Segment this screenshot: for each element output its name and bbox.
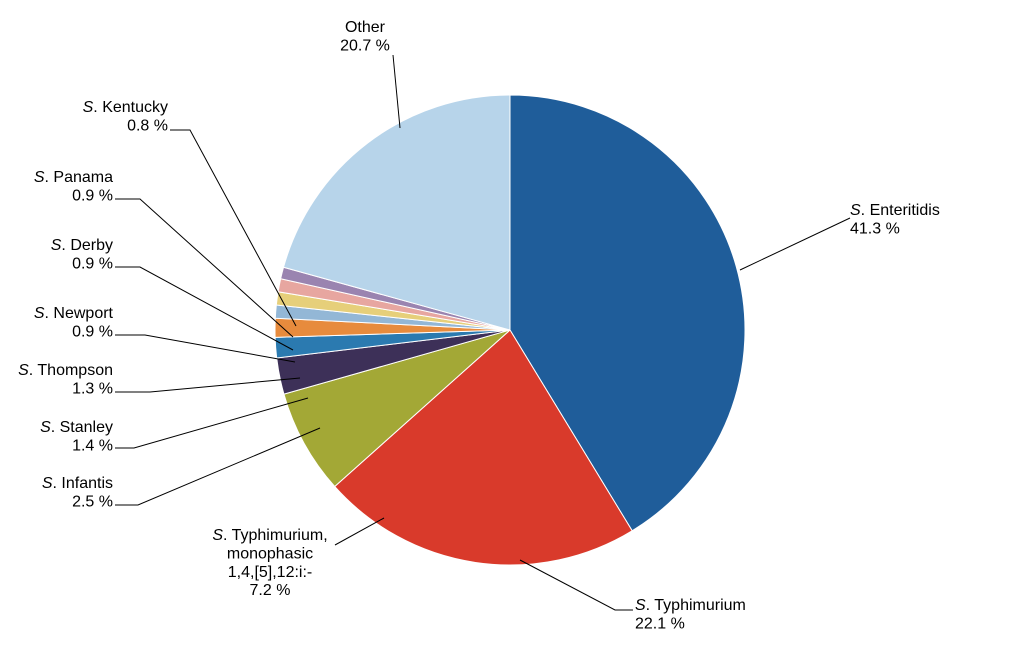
salmonella-serovar-pie-chart: S. Enteritidis41.3 %S. Typhimurium22.1 %… <box>0 0 1023 659</box>
pie-slices <box>275 95 745 565</box>
label-10: Other20.7 % <box>340 19 390 54</box>
